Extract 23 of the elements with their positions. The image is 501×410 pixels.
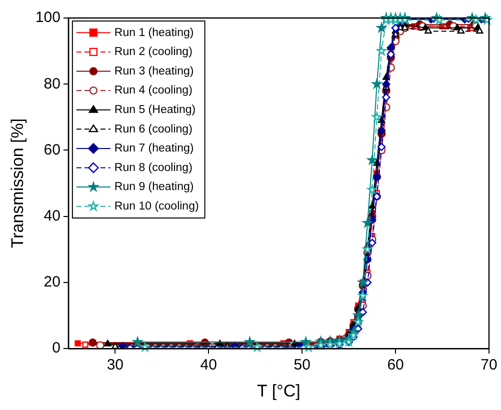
- y-tick-label: 40: [44, 208, 60, 224]
- legend-label: Run 9 (heating): [114, 181, 194, 194]
- x-tick-label: 50: [294, 356, 310, 374]
- legend-label: Run 3 (heating): [114, 65, 194, 78]
- legend-label: Run 7 (heating): [114, 142, 194, 155]
- legend-label: Run 8 (cooling): [114, 162, 193, 174]
- y-tick-label: 0: [52, 340, 60, 357]
- y-tick-label: 20: [44, 274, 60, 291]
- y-tick-label: 80: [44, 75, 60, 92]
- legend-label: Run 1 (heating): [114, 26, 194, 39]
- y-tick-label: 60: [44, 141, 60, 158]
- y-axis-title: Transmission [%]: [8, 118, 27, 248]
- x-tick-label: 40: [200, 356, 217, 374]
- x-tick-label: 60: [387, 356, 404, 374]
- x-axis-title: T [°C]: [257, 381, 300, 400]
- legend-label: Run 6 (cooling): [114, 123, 193, 136]
- x-tick-label: 30: [106, 356, 124, 374]
- y-tick-label: 100: [35, 9, 60, 26]
- legend-label: Run 10 (cooling): [114, 200, 199, 213]
- legend-label: Run 2 (cooling): [114, 46, 193, 58]
- x-tick-label: 70: [480, 356, 498, 374]
- legend-label: Run 5 (Heating): [114, 104, 196, 116]
- legend-label: Run 4 (cooling): [114, 84, 193, 97]
